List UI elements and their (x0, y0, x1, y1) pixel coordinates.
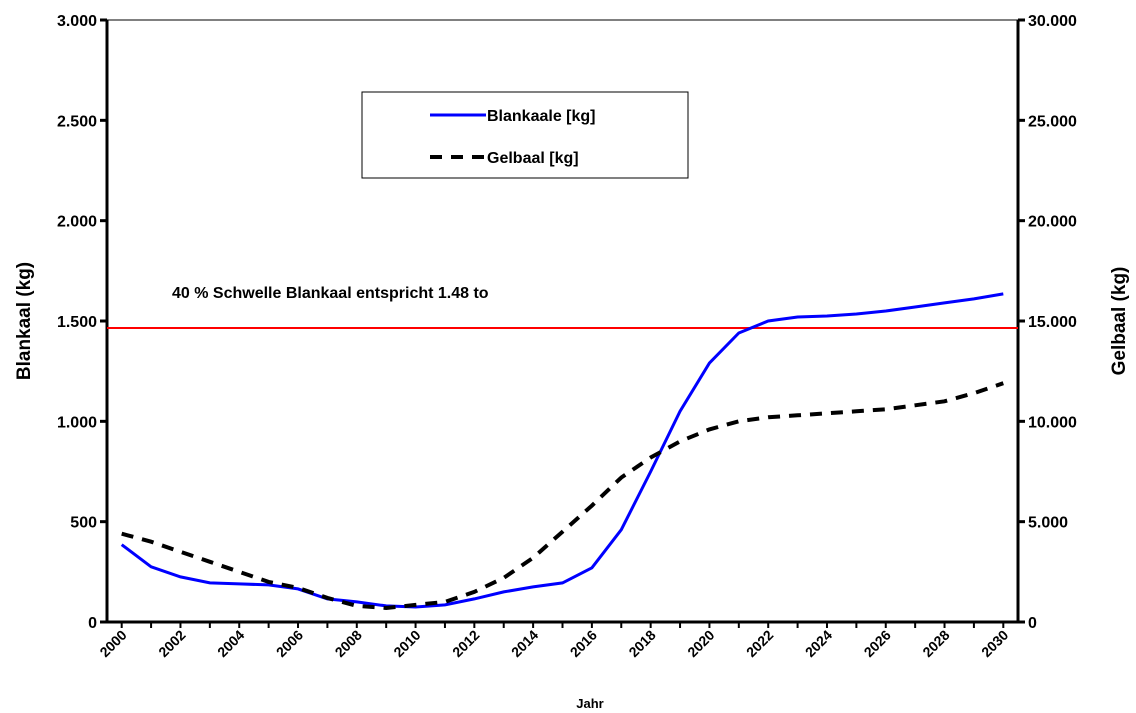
x-tick-label: 2024 (802, 627, 835, 660)
y-tick-label: 3.000 (57, 13, 97, 30)
x-tick-label: 2000 (96, 627, 129, 660)
y2-tick-label: 25.000 (1028, 113, 1077, 130)
x-tick-label: 2012 (449, 627, 482, 660)
x-tick-label: 2028 (919, 627, 952, 660)
y2-tick-label: 15.000 (1028, 314, 1077, 331)
y-tick-label: 2.500 (57, 113, 97, 130)
y-tick-label: 1.000 (57, 414, 97, 431)
x-tick-label: 2010 (390, 627, 423, 660)
y2-tick-label: 30.000 (1028, 13, 1077, 30)
x-tick-label: 2022 (743, 627, 776, 660)
y-tick-label: 2.000 (57, 214, 97, 231)
legend-label: Gelbaal [kg] (487, 150, 579, 167)
y-axis-title: Blankaal (kg) (14, 262, 35, 380)
legend-label: Blankaale [kg] (487, 108, 595, 125)
x-tick-label: 2020 (684, 627, 717, 660)
x-tick-label: 2014 (508, 627, 541, 660)
y2-tick-label: 0 (1028, 615, 1037, 632)
y-tick-label: 500 (70, 515, 97, 532)
x-tick-label: 2026 (861, 627, 894, 660)
legend (361, 91, 689, 179)
y2-tick-label: 20.000 (1028, 214, 1077, 231)
y2-tick-label: 5.000 (1028, 515, 1068, 532)
line-series (121, 381, 1004, 611)
x-tick-label: 2004 (214, 627, 247, 660)
y-tick-label: 1.500 (57, 314, 97, 331)
x-axis-title: Jahr (576, 696, 603, 711)
x-tick-label: 2016 (567, 627, 600, 660)
line-series (120, 292, 1004, 609)
threshold-label: 40 % Schwelle Blankaal entspricht 1.48 t… (172, 285, 489, 302)
y-tick-label: 0 (88, 615, 97, 632)
y2-axis-title: Gelbaal (kg) (1109, 267, 1130, 376)
x-tick-label: 2006 (273, 627, 306, 660)
y2-tick-label: 10.000 (1028, 414, 1077, 431)
x-tick-label: 2018 (625, 627, 658, 660)
x-tick-label: 2008 (332, 627, 365, 660)
x-tick-label: 2030 (978, 627, 1011, 660)
x-tick-label: 2002 (155, 627, 188, 660)
